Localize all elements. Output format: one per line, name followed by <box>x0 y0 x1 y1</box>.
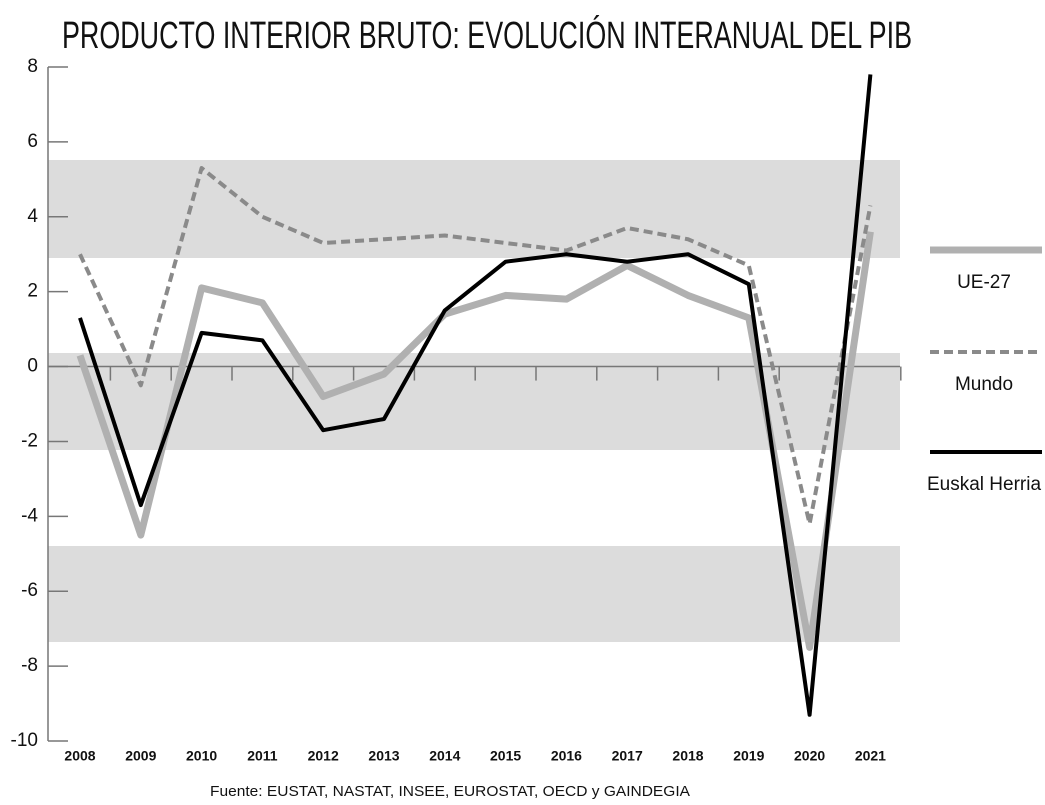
x-tick-label: 2010 <box>186 748 217 764</box>
x-tick-label: 2016 <box>551 748 582 764</box>
x-tick-label: 2011 <box>247 748 278 764</box>
source: Fuente: EUSTAT, NASTAT, INSEE, EUROSTAT,… <box>210 783 690 800</box>
y-tick-label: -4 <box>21 505 38 526</box>
y-tick-label: 8 <box>27 56 38 77</box>
legend-label: Euskal Herria <box>927 474 1041 495</box>
series-line <box>76 231 874 651</box>
x-tick-label: 2020 <box>794 748 825 764</box>
band <box>48 160 900 258</box>
x-tick-label: 2008 <box>64 748 95 764</box>
x-tick-label: 2013 <box>368 748 399 764</box>
x-tick-label: 2015 <box>490 748 521 764</box>
legend-label: UE-27 <box>957 272 1011 293</box>
y-tick-label: 2 <box>27 281 38 302</box>
series-line <box>78 74 873 717</box>
y-tick-label: 4 <box>27 206 38 227</box>
x-tick-label: 2009 <box>125 748 156 764</box>
series-line <box>78 166 873 526</box>
y-tick-label: 6 <box>27 131 38 152</box>
x-tick-label: 2017 <box>612 748 643 764</box>
y-tick-label: -10 <box>11 730 38 751</box>
x-tick-label: 2021 <box>855 748 886 764</box>
y-tick-label: -2 <box>21 430 38 451</box>
y-tick-label: -6 <box>21 580 38 601</box>
x-tick-label: 2019 <box>733 748 764 764</box>
band <box>48 546 900 642</box>
x-tick-label: 2012 <box>308 748 339 764</box>
x-tick-label: 2018 <box>672 748 703 764</box>
y-tick-label: -8 <box>21 655 38 676</box>
chart-title: PRODUCTO INTERIOR BRUTO: EVOLUCIÓN INTER… <box>62 14 912 57</box>
y-tick-label: 0 <box>27 356 38 377</box>
x-tick-label: 2014 <box>429 748 460 764</box>
legend-label: Mundo <box>955 374 1013 395</box>
